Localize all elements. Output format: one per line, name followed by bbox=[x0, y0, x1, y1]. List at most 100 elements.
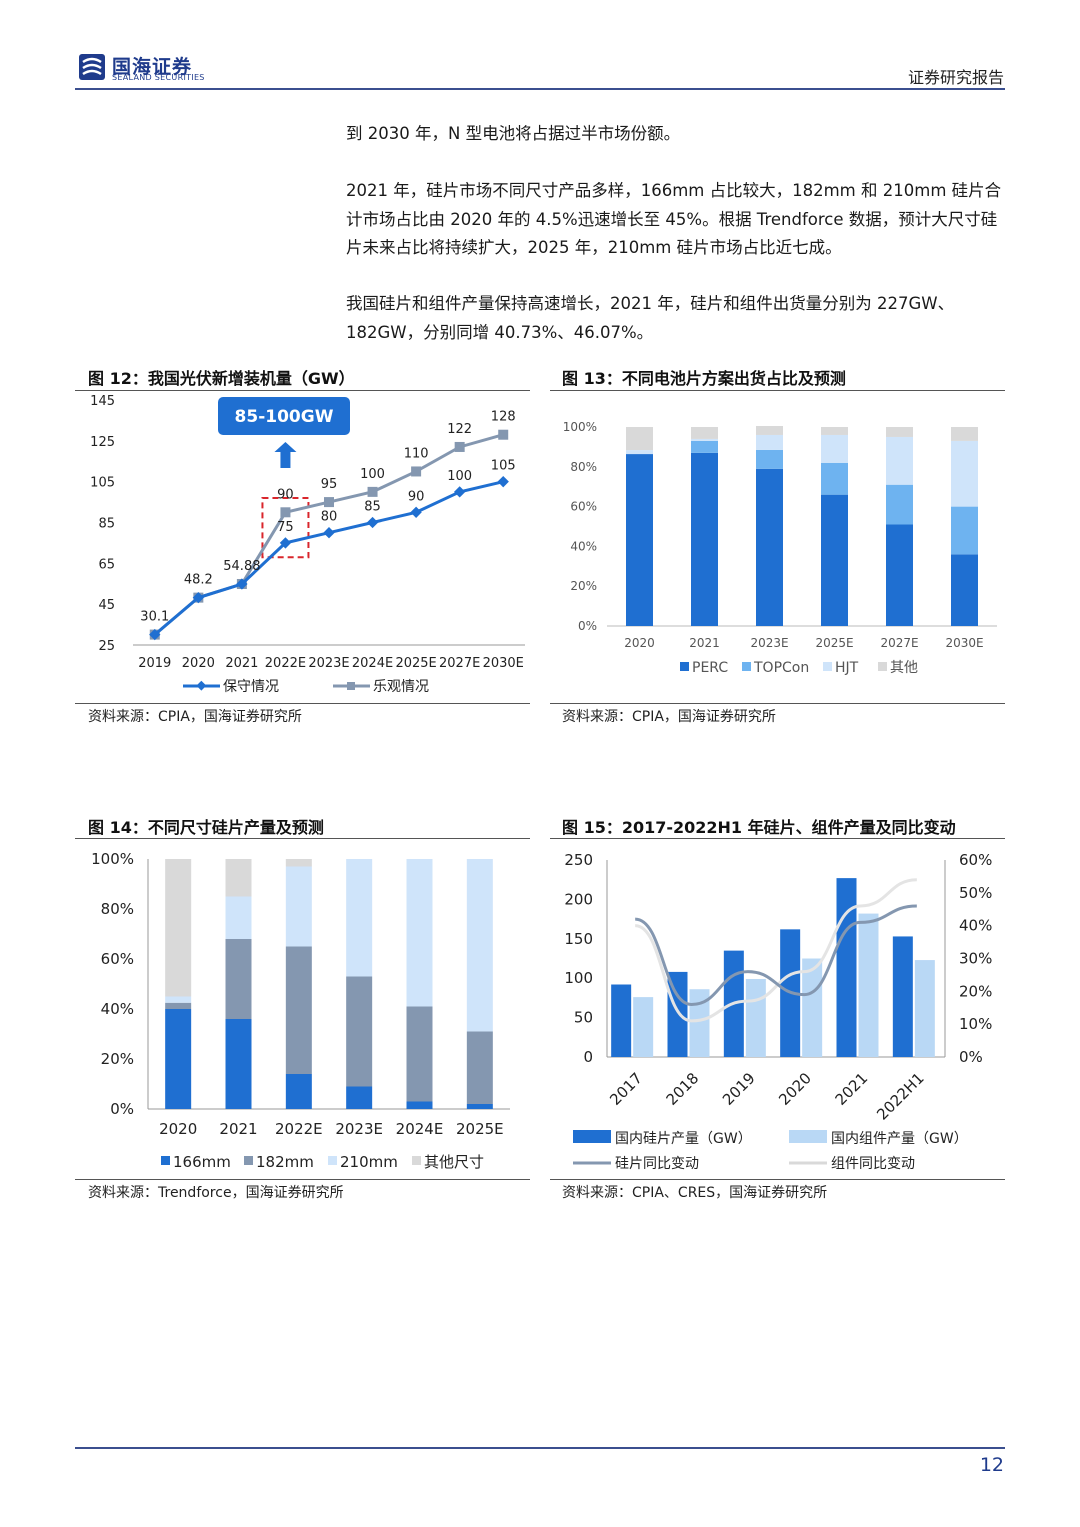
fig14-bar-210mm bbox=[165, 996, 192, 1003]
fig12-annotation-label: 85-100GW bbox=[235, 407, 334, 427]
fig14-bar-其他尺寸 bbox=[225, 859, 252, 897]
fig15-bar-module bbox=[745, 978, 766, 1057]
fig13-title: 图 13：不同电池片方案出货占比及预测 bbox=[562, 369, 846, 388]
fig14-x-tick: 2020 bbox=[159, 1120, 197, 1138]
fig13-bar-PERC bbox=[626, 454, 653, 626]
fig13-bar-HJT bbox=[821, 434, 848, 463]
fig15-y-tick-right: 20% bbox=[959, 982, 992, 1000]
fig13-bar-其他 bbox=[951, 427, 978, 441]
fig12-point-optimistic bbox=[454, 441, 465, 452]
fig15-legend-swatch bbox=[573, 1130, 611, 1143]
fig14-bar-166mm bbox=[225, 1019, 252, 1109]
fig13-bar-其他 bbox=[626, 427, 653, 451]
fig12-point-conservative bbox=[192, 591, 204, 604]
fig12-data-label-conservative: 85 bbox=[364, 500, 381, 515]
fig12-legend-marker-conservative bbox=[196, 680, 207, 691]
fig13-bar-PERC bbox=[756, 468, 783, 626]
fig14-y-tick: 60% bbox=[101, 950, 134, 968]
fig14-legend-label: 其他尺寸 bbox=[424, 1153, 484, 1171]
fig13-bar-其他 bbox=[886, 427, 913, 437]
fig12-y-tick: 85 bbox=[98, 517, 115, 532]
fig12-point-optimistic bbox=[411, 466, 422, 477]
fig13-legend-label: HJT bbox=[835, 660, 859, 676]
fig13-top-rule bbox=[550, 390, 1005, 391]
fig12-data-label-optimistic: 95 bbox=[321, 477, 338, 492]
fig14-top-rule bbox=[75, 838, 530, 839]
fig13-legend-label: TOPCon bbox=[753, 660, 809, 676]
fig13-bar-其他 bbox=[756, 426, 783, 435]
fig12-x-tick: 2020 bbox=[182, 656, 215, 671]
fig15-bar-wafer bbox=[611, 984, 632, 1057]
fig14-bottom-rule bbox=[75, 1179, 530, 1180]
fig12-x-tick: 2022E bbox=[265, 656, 306, 671]
fig12-point-conservative bbox=[279, 537, 292, 549]
fig12-x-tick: 2027E bbox=[439, 656, 480, 671]
report-type: 证券研究报告 bbox=[907, 68, 1004, 87]
fig15-x-tick: 2022H1 bbox=[873, 1069, 927, 1123]
fig12-annotation-box bbox=[218, 397, 350, 435]
fig15-y-tick-left: 50 bbox=[574, 1009, 593, 1027]
fig12-data-label-conservative: 100 bbox=[447, 469, 472, 484]
fig14-legend-swatch bbox=[328, 1156, 337, 1165]
fig14-legend-swatch bbox=[161, 1156, 170, 1165]
fig13-legend-swatch bbox=[823, 662, 832, 671]
fig14-legend-label: 210mm bbox=[340, 1153, 398, 1171]
fig15-y-tick-right: 10% bbox=[959, 1015, 992, 1033]
fig14-bar-166mm bbox=[165, 1009, 192, 1109]
fig14-x-tick: 2021 bbox=[219, 1120, 257, 1138]
fig14-bar-其他尺寸 bbox=[165, 859, 192, 997]
fig14-y-tick: 80% bbox=[101, 900, 134, 918]
fig15-legend-label: 国内组件产量（GW） bbox=[831, 1131, 968, 1147]
fig13-bar-TOPCon bbox=[886, 484, 913, 525]
fig15-y-tick-left: 150 bbox=[564, 930, 593, 948]
fig15-x-tick: 2020 bbox=[775, 1069, 815, 1109]
fig15-bar-module bbox=[914, 960, 935, 1057]
fig13-x-tick: 2021 bbox=[689, 636, 720, 650]
fig15-y-tick-left: 100 bbox=[564, 969, 593, 987]
fig12-y-tick: 105 bbox=[90, 476, 115, 491]
fig15-line-wafer-yoy bbox=[634, 904, 917, 1006]
fig13-bar-PERC bbox=[691, 452, 718, 626]
fig15-top-rule bbox=[550, 838, 1005, 839]
fig13-y-tick: 20% bbox=[570, 579, 597, 593]
fig13-bar-其他 bbox=[821, 427, 848, 435]
fig12-highlight-box bbox=[261, 497, 310, 559]
fig13-y-tick: 100% bbox=[563, 420, 597, 434]
fig12-point-optimistic bbox=[498, 429, 509, 440]
fig15-x-tick: 2017 bbox=[606, 1069, 646, 1109]
fig12-data-label-optimistic: 90 bbox=[277, 487, 294, 502]
fig12-legend-label: 保守情况 bbox=[223, 679, 279, 695]
page-number: 12 bbox=[979, 1454, 1004, 1476]
logo-icon bbox=[79, 54, 105, 80]
fig15-bar-wafer bbox=[836, 878, 857, 1057]
fig13-bar-TOPCon bbox=[951, 506, 978, 555]
fig14-bar-182mm bbox=[285, 946, 312, 1074]
fig12-data-label-conservative: 105 bbox=[491, 459, 516, 474]
fig15-bar-wafer bbox=[667, 971, 688, 1057]
fig15-y-tick-right: 40% bbox=[959, 917, 992, 935]
fig12-legend-label: 乐观情况 bbox=[373, 679, 429, 695]
fig12-data-label-optimistic: 100 bbox=[360, 467, 385, 482]
fig13-x-tick: 2027E bbox=[880, 636, 918, 650]
fig12-point-conservative bbox=[497, 476, 509, 488]
fig15-y-tick-right: 30% bbox=[959, 950, 992, 968]
fig14-legend-swatch bbox=[244, 1156, 253, 1165]
fig14-x-tick: 2022E bbox=[275, 1120, 323, 1138]
header-rule bbox=[75, 88, 1005, 90]
fig15-bar-wafer bbox=[892, 936, 913, 1057]
fig13-legend-label: PERC bbox=[692, 660, 728, 676]
fig15-y-tick-left: 200 bbox=[564, 890, 593, 908]
fig13-bar-HJT bbox=[691, 438, 718, 441]
fig15-legend-label: 国内硅片产量（GW） bbox=[615, 1131, 752, 1147]
fig14-bar-166mm bbox=[466, 1104, 493, 1109]
fig12-legend-marker-optimistic bbox=[347, 682, 355, 690]
fig12-title: 图 12：我国光伏新增装机量（GW） bbox=[88, 369, 355, 388]
paragraph-3: 我国硅片和组件产量保持高速增长，2021 年，硅片和组件出货量分别为 227GW… bbox=[346, 294, 955, 342]
fig14-y-tick: 20% bbox=[101, 1050, 134, 1068]
fig15-bar-module bbox=[689, 989, 710, 1057]
fig14-legend-label: 166mm bbox=[173, 1153, 231, 1171]
fig13-source: 资料来源：CPIA，国海证券研究所 bbox=[562, 709, 776, 725]
fig14-bar-182mm bbox=[165, 1002, 192, 1009]
fig13-bar-TOPCon bbox=[691, 440, 718, 453]
